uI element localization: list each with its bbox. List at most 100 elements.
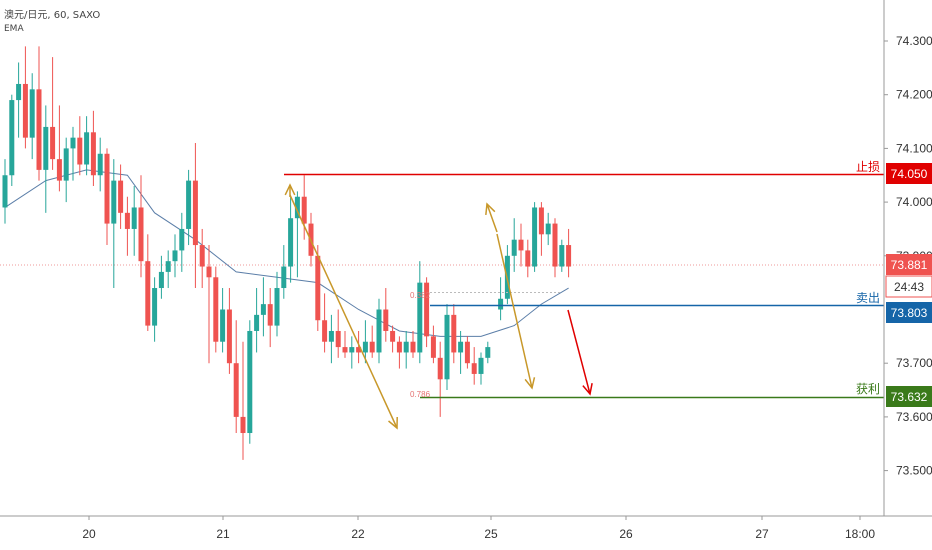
- candle: [254, 288, 260, 353]
- candle: [43, 105, 49, 213]
- time-tick-label: 18:00: [845, 527, 875, 541]
- take-profit-price: 73.632: [891, 390, 928, 404]
- candle: [369, 325, 375, 358]
- candle: [430, 325, 436, 364]
- time-tick-label: 25: [484, 527, 498, 541]
- candle: [451, 304, 457, 364]
- candle: [485, 341, 491, 364]
- candle: [56, 105, 62, 192]
- stop-loss-price: 74.050: [891, 167, 928, 181]
- candle: [131, 185, 137, 256]
- candle: [29, 73, 35, 160]
- candle: [9, 94, 15, 186]
- candle: [138, 175, 144, 278]
- price-tick-label: 74.200: [896, 88, 932, 102]
- candle: [288, 196, 294, 283]
- candle: [16, 62, 22, 138]
- candle: [566, 228, 572, 278]
- candle: [315, 245, 321, 331]
- candle: [97, 137, 103, 192]
- price-axis[interactable]: 74.30074.20074.10074.00073.90073.70073.6…: [884, 34, 932, 478]
- price-tick-label: 74.000: [896, 195, 932, 209]
- candle: [396, 336, 402, 369]
- candle: [552, 218, 558, 278]
- candle: [36, 46, 42, 181]
- candle: [301, 175, 307, 240]
- candle: [124, 196, 130, 256]
- candle: [335, 309, 341, 358]
- candle: [240, 341, 246, 460]
- sell-label: 卖出: [856, 291, 880, 305]
- candle: [328, 314, 334, 364]
- current-price-badge: [886, 254, 932, 275]
- candle: [104, 148, 110, 246]
- countdown-badge: [885, 275, 932, 298]
- candle: [2, 159, 8, 224]
- candle: [220, 288, 226, 353]
- drawn-arrows[interactable]: [284, 183, 593, 430]
- candle: [179, 212, 185, 272]
- time-tick-label: 27: [755, 527, 769, 541]
- candle: [206, 245, 212, 364]
- candle: [294, 191, 300, 278]
- trend-arrow-down[interactable]: [289, 194, 398, 430]
- price-tick-label: 73.700: [896, 356, 932, 370]
- candle: [410, 330, 416, 358]
- candle: [145, 234, 151, 331]
- candle: [165, 250, 171, 289]
- candle: [383, 288, 389, 342]
- candle: [498, 277, 504, 321]
- candle: [362, 320, 368, 364]
- candle: [424, 277, 430, 348]
- candle: [22, 46, 28, 149]
- candle: [213, 266, 219, 353]
- candle: [172, 234, 178, 278]
- candle: [478, 352, 484, 385]
- candle: [90, 110, 96, 186]
- candle: [322, 293, 328, 353]
- candle: [84, 116, 90, 176]
- candle: [63, 137, 69, 203]
- price-tick-label: 73.500: [896, 464, 932, 478]
- ema-line: [4, 169, 569, 337]
- candles: [2, 46, 572, 460]
- target-arrow[interactable]: [567, 309, 593, 396]
- candle: [342, 330, 348, 358]
- candle: [226, 288, 232, 374]
- candle: [70, 126, 76, 181]
- current-price: 73.881: [891, 258, 928, 272]
- candle: [281, 245, 287, 299]
- trend-arrow-down-2[interactable]: [496, 233, 536, 390]
- candle: [77, 116, 83, 176]
- take-profit-label: 获利: [856, 382, 880, 396]
- price-tick-label: 74.100: [896, 141, 932, 155]
- time-tick-label: 26: [619, 527, 633, 541]
- time-axis[interactable]: 20 21 22 25 26 27 18:00: [82, 516, 875, 541]
- trend-arrow-up[interactable]: [485, 202, 498, 233]
- candle: [538, 202, 544, 256]
- candle: [511, 218, 517, 272]
- indicator-label: EMA: [4, 24, 24, 34]
- candle: [417, 261, 423, 364]
- candle: [437, 341, 443, 417]
- candle: [403, 330, 409, 369]
- price-tick-label: 74.300: [896, 34, 932, 48]
- candle: [525, 239, 531, 278]
- candle: [458, 330, 464, 374]
- candle: [356, 330, 362, 364]
- candle: [518, 223, 524, 267]
- fib-0382-label: 0.382: [410, 291, 431, 300]
- candle: [444, 304, 450, 391]
- stop-loss-label: 止损: [856, 160, 880, 174]
- candle: [349, 336, 355, 369]
- candle: [192, 143, 198, 289]
- candle: [559, 239, 565, 272]
- time-tick-label: 21: [216, 527, 230, 541]
- candle: [50, 57, 56, 170]
- candle: [471, 347, 477, 385]
- sell-price: 73.803: [891, 306, 928, 320]
- candle: [532, 202, 538, 272]
- candle: [118, 164, 124, 229]
- ema-layer: [4, 169, 569, 337]
